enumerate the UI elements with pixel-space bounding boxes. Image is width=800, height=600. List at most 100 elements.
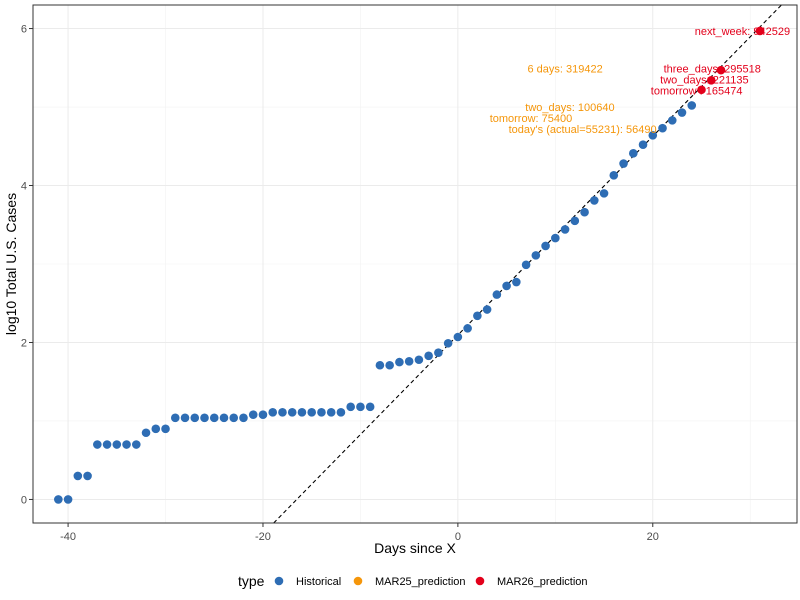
data-point-historical: [326, 408, 336, 417]
data-point-historical: [551, 233, 560, 243]
y-tick-label: 6: [21, 24, 27, 36]
y-tick-label: 2: [21, 337, 27, 349]
y-tick-label: 0: [21, 494, 27, 506]
legend-key: [353, 576, 363, 586]
data-point-historical: [268, 408, 278, 417]
data-point-historical: [287, 408, 297, 417]
data-point-historical: [200, 413, 209, 423]
data-point-historical: [531, 251, 541, 260]
data-point-historical: [239, 413, 248, 423]
data-point-historical: [570, 216, 580, 226]
legend-key: [475, 576, 485, 586]
annotation-label: 6 days: 319422: [527, 64, 602, 76]
data-point-historical: [73, 471, 83, 481]
data-point-historical: [609, 171, 619, 180]
x-tick-label: 0: [455, 531, 461, 543]
data-point-historical: [658, 123, 667, 133]
data-point-historical: [63, 495, 73, 504]
data-point-historical: [512, 277, 521, 287]
data-point-historical: [297, 408, 307, 417]
data-point-historical: [404, 357, 414, 366]
data-point-historical: [434, 348, 443, 357]
data-point-historical: [131, 440, 141, 449]
x-tick-label: -20: [255, 531, 271, 543]
data-point-historical: [307, 408, 317, 417]
data-point-historical: [54, 495, 63, 504]
data-point-historical: [580, 207, 589, 217]
data-point-historical: [453, 332, 463, 342]
data-point-historical: [141, 428, 151, 438]
data-point-historical: [619, 159, 628, 168]
data-point-historical: [161, 424, 170, 434]
data-point-mar26-prediction: [755, 26, 765, 36]
x-axis-title: Days since X: [374, 540, 456, 556]
data-point-historical: [521, 260, 531, 270]
data-point-historical: [346, 402, 355, 412]
data-point-historical: [93, 440, 102, 449]
data-point-historical: [151, 424, 161, 434]
data-point-historical: [229, 413, 239, 423]
data-point-historical: [365, 402, 375, 412]
data-point-historical: [560, 225, 570, 234]
data-point-historical: [395, 357, 404, 367]
data-point-historical: [638, 140, 648, 150]
annotation-label: tomorrow: 75400: [490, 113, 573, 125]
data-points: [54, 26, 765, 504]
panel-border: [32, 4, 798, 524]
data-point-historical: [356, 402, 365, 412]
data-point-historical: [628, 149, 638, 158]
data-point-historical: [599, 189, 609, 198]
data-point-historical: [541, 241, 550, 251]
data-point-historical: [502, 281, 511, 291]
grid: [33, 5, 797, 523]
legend-key: [274, 576, 284, 586]
data-point-historical: [648, 130, 658, 140]
x-axis-ticks: -40 -20 0 20: [60, 523, 659, 543]
data-point-historical: [482, 305, 492, 314]
data-point-historical: [248, 410, 258, 419]
data-point-historical: [492, 290, 502, 299]
data-point-historical: [122, 440, 131, 449]
data-point-mar26-prediction: [706, 76, 716, 85]
annotation-label: tomorrow : 165474: [651, 86, 743, 98]
data-point-historical: [336, 408, 346, 417]
data-point-historical: [102, 440, 112, 449]
trend-line-layer: [273, 4, 782, 524]
data-point-historical: [687, 101, 697, 110]
data-point-mar26-prediction: [716, 65, 726, 75]
data-point-historical: [677, 108, 687, 117]
legend-label: Historical: [296, 576, 341, 588]
data-point-historical: [375, 360, 385, 370]
y-axis-ticks: 0 2 4 6: [21, 24, 33, 506]
data-point-historical: [473, 311, 482, 321]
y-tick-label: 4: [21, 181, 27, 193]
legend-label: MAR25_prediction: [375, 576, 466, 588]
data-point-historical: [258, 410, 268, 419]
data-point-historical: [209, 413, 219, 423]
data-point-historical: [83, 471, 92, 481]
data-point-historical: [590, 196, 599, 205]
x-tick-label: 20: [647, 531, 659, 543]
annotation-label: two_days: 100640: [525, 102, 614, 114]
annotation-label: three_days: 295518: [664, 64, 761, 76]
data-point-historical: [317, 408, 326, 417]
data-point-historical: [112, 440, 122, 449]
data-point-historical: [170, 413, 180, 423]
data-point-historical: [190, 413, 200, 423]
legend-label: MAR26_prediction: [497, 576, 588, 588]
data-point-historical: [667, 116, 677, 125]
y-axis-title: log10 Total U.S. Cases: [3, 193, 19, 335]
data-point-historical: [385, 360, 394, 370]
data-point-historical: [424, 351, 433, 361]
data-point-mar26-prediction: [697, 85, 706, 95]
annotation-label: next_week: 942529: [695, 26, 790, 38]
data-point-historical: [219, 413, 229, 423]
legend-title: type: [238, 573, 265, 589]
data-point-historical: [414, 355, 424, 365]
data-point-historical: [443, 338, 453, 348]
data-point-historical: [180, 413, 190, 423]
annotation-label: two_days: 221135: [660, 75, 748, 87]
annotations: 6 days: 319422 two_days: 100640tomorrow: …: [490, 26, 790, 136]
x-tick-label: -40: [60, 531, 76, 543]
